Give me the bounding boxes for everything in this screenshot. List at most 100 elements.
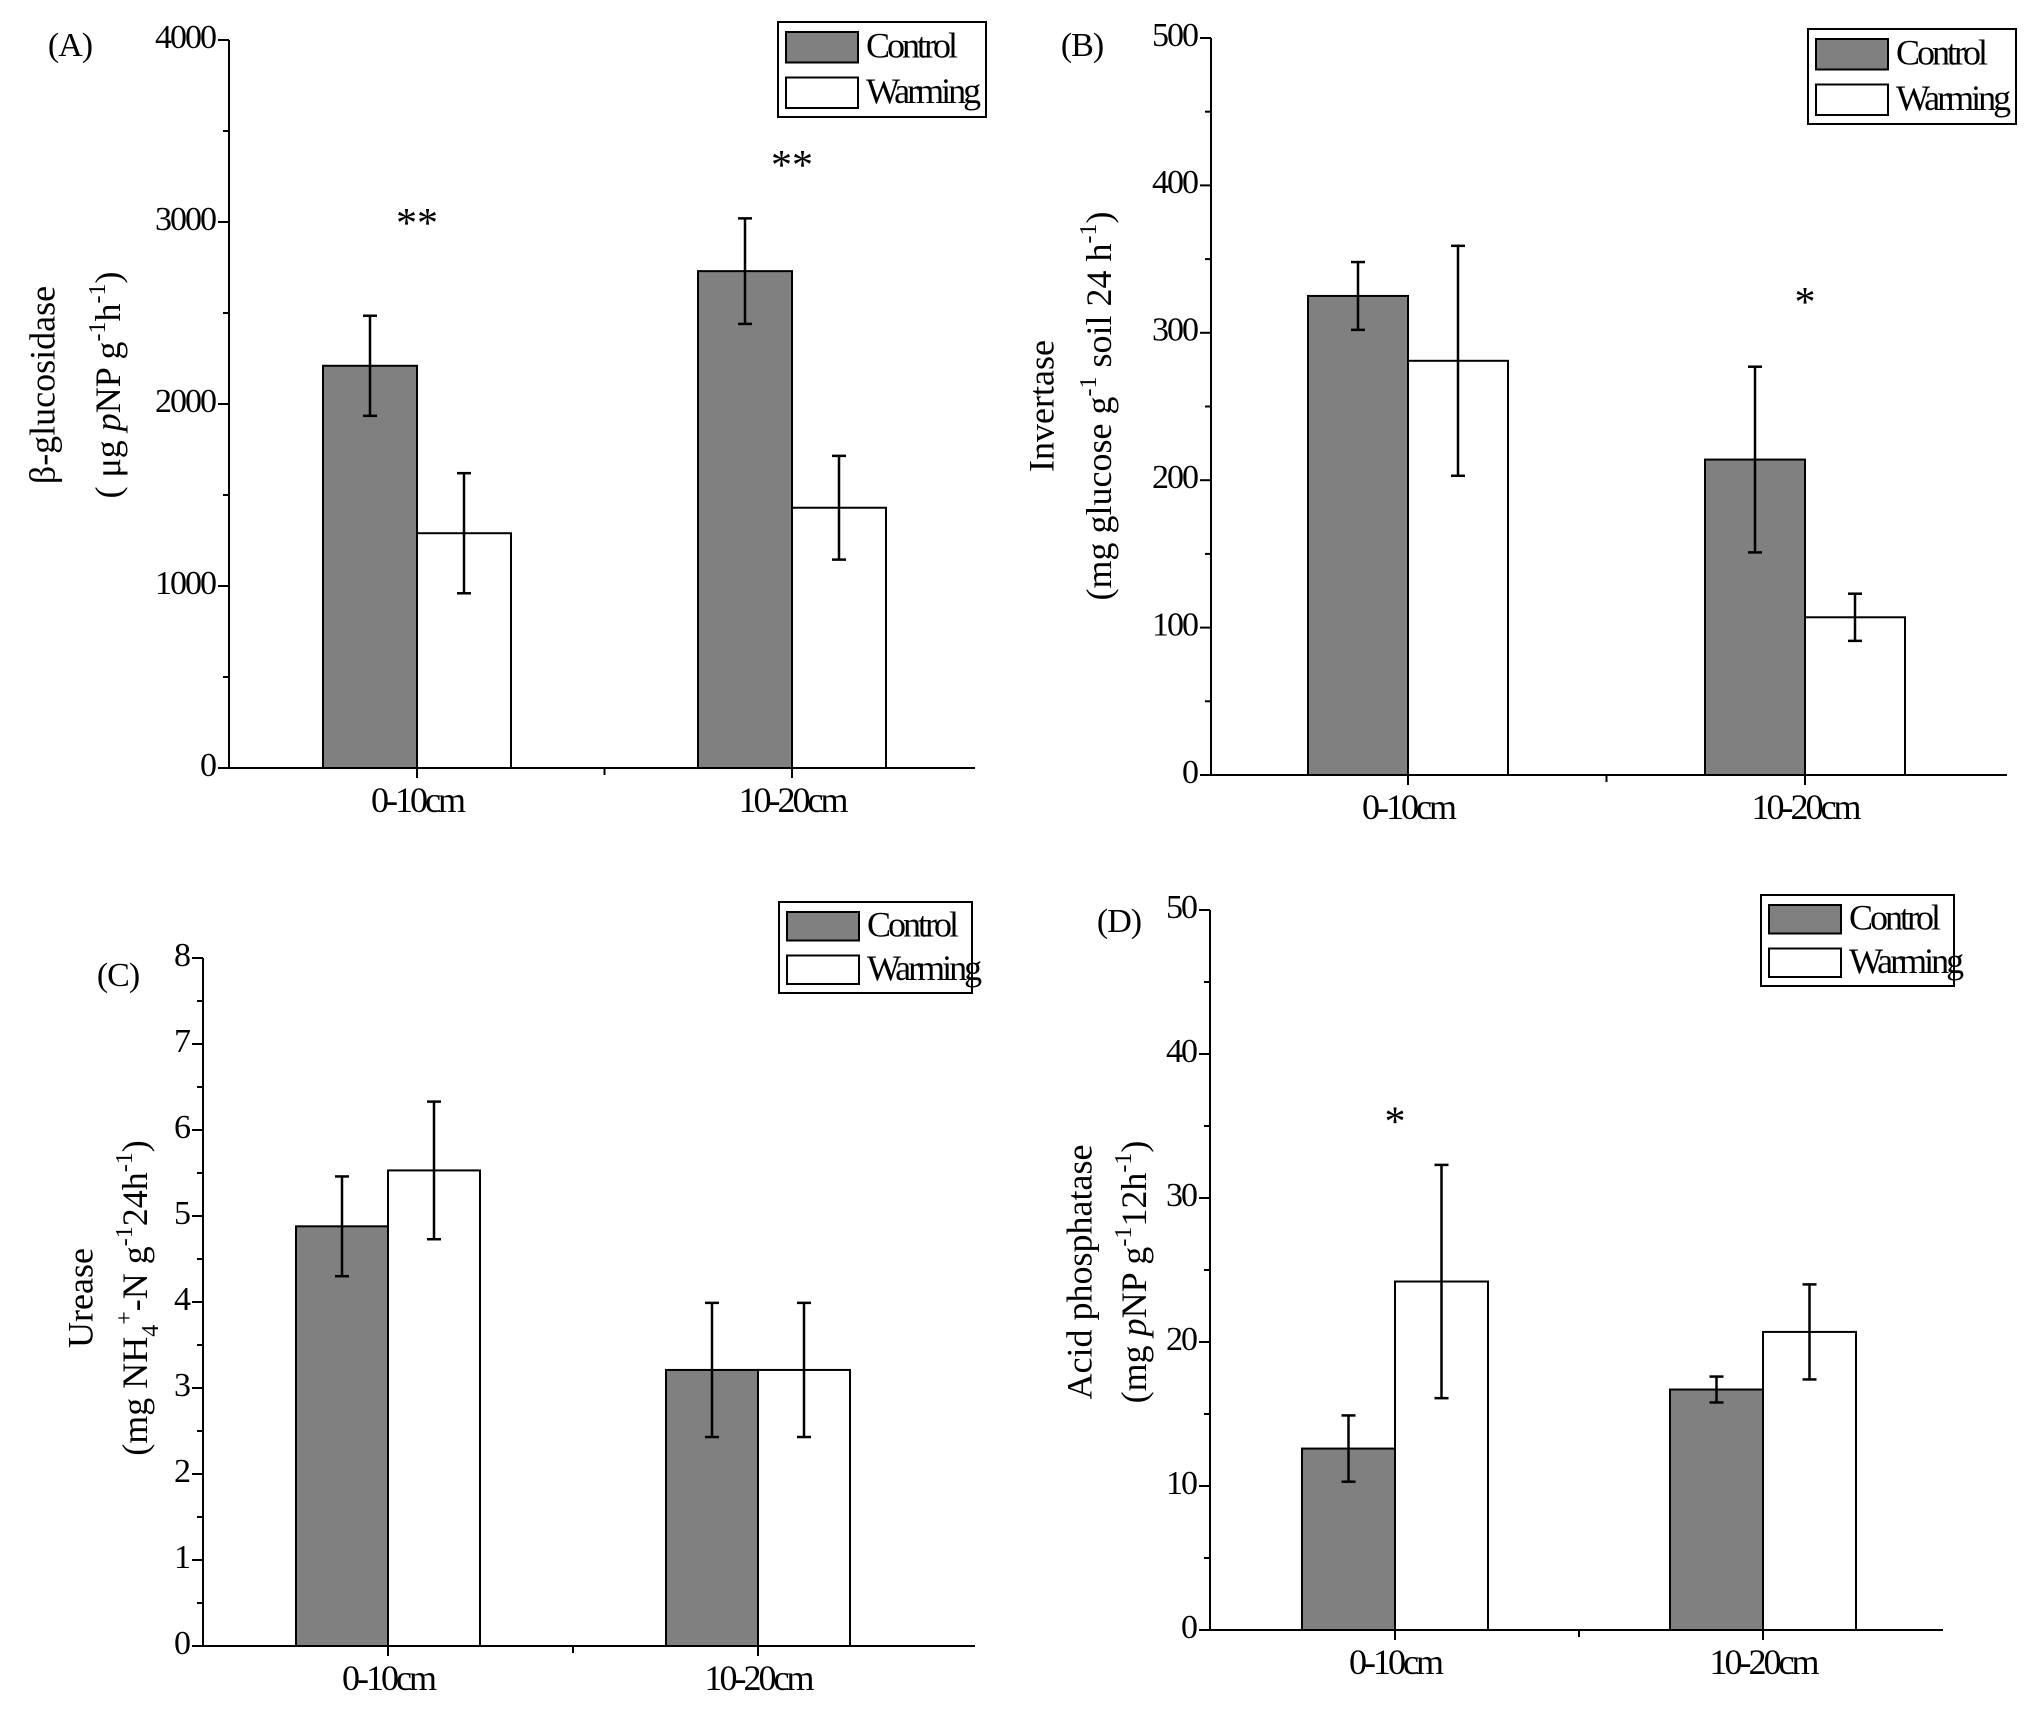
y-axis-title-line2: (mg pNP g-112h-1): [1111, 1141, 1155, 1404]
panel-label: (C): [97, 957, 139, 994]
significance-marker: *: [1385, 1100, 1406, 1146]
y-tick-label: 30: [1166, 1177, 1197, 1214]
legend-swatch-control: [786, 911, 860, 942]
legend: Control Warming: [777, 21, 987, 118]
y-tick-label: 10: [1166, 1465, 1197, 1502]
y-axis-title-part: 4: [138, 1325, 164, 1337]
error-bar-control-0-10cm: [1341, 1414, 1356, 1483]
legend-label-control: Control: [867, 905, 959, 945]
x-tick-label: 0-10cm: [342, 1658, 437, 1698]
panel-label: (D): [1097, 903, 1141, 940]
error-bar-control-0-10cm: [335, 1175, 349, 1278]
y-axis-title-part: (mg: [1114, 1336, 1154, 1403]
error-bar-warming-10-20cm: [1802, 1283, 1817, 1381]
x-tick-label: 10-20cm: [1710, 1642, 1820, 1682]
error-bar-warming-0-10cm: [457, 471, 471, 595]
significance-marker: **: [771, 143, 813, 189]
y-axis-title-part: +: [112, 1311, 138, 1325]
bar-warming-0-10cm: [387, 1169, 481, 1648]
y-axis-title-part: -N g: [115, 1246, 155, 1311]
error-bar-warming-10-20cm: [1848, 592, 1862, 643]
y-tick-label: 8: [174, 937, 190, 974]
legend-label-warming: Warming: [1849, 941, 1964, 981]
legend-swatch-warming: [1768, 947, 1842, 978]
legend-swatch-control: [1815, 38, 1889, 71]
error-bar-warming-0-10cm: [427, 1100, 441, 1241]
panel-label: (A): [48, 27, 92, 64]
y-axis-title-part: ): [1079, 212, 1119, 224]
legend-label-warming: Warming: [1896, 78, 2011, 118]
error-bar-control-0-10cm: [363, 314, 377, 418]
y-tick-label: 100: [1152, 606, 1198, 643]
x-tick-label: 10-20cm: [1752, 787, 1862, 827]
y-axis-title-line2: (mg glucose g-1 soil 24 h-1): [1076, 212, 1120, 601]
y-tick-label: 20: [1166, 1321, 1197, 1358]
y-tick-label: 1000: [155, 565, 216, 602]
error-bar-warming-0-10cm: [1451, 244, 1465, 478]
legend-swatch-warming: [786, 954, 860, 985]
legend-label-control: Control: [1849, 898, 1941, 938]
y-tick-label: 50: [1166, 889, 1197, 926]
y-axis-title-part: 12h: [1114, 1173, 1154, 1227]
legend-swatch-control: [1768, 904, 1842, 935]
bar-control-0-10cm: [295, 1225, 389, 1647]
y-axis-title-part: soil 24 h: [1079, 244, 1119, 377]
y-axis-title-part: p: [1114, 1318, 1154, 1339]
y-tick-label: 1: [174, 1539, 189, 1576]
y-axis-title-part: -1: [1111, 1153, 1137, 1173]
legend-label-control: Control: [866, 26, 958, 66]
chart-panel-4: (D) 0 10 20 30 40 50 0-10cm 10-20cm * ControlWarmi…: [1059, 889, 1967, 1682]
y-axis-title-part: (mg NH: [115, 1337, 155, 1456]
x-tick-label: 0-10cm: [1362, 787, 1457, 827]
x-tick-label: 0-10cm: [1349, 1642, 1444, 1682]
y-axis-title-part: 24h: [115, 1172, 155, 1226]
x-tick-label: 10-20cm: [739, 780, 849, 820]
legend-swatch-warming: [785, 76, 859, 109]
bar-warming-10-20cm: [1804, 616, 1906, 776]
error-bar-warming-10-20cm: [832, 454, 846, 561]
y-tick-label: 4000: [155, 19, 216, 56]
y-tick-label: 0: [1182, 754, 1198, 791]
error-bar-control-10-20cm: [705, 1301, 719, 1439]
bar-control-0-10cm: [322, 364, 418, 769]
y-axis-title-part: μg: [88, 431, 128, 477]
y-tick-label: 500: [1152, 17, 1198, 54]
y-tick-label: 7: [174, 1023, 191, 1060]
bar-control-0-10cm: [1307, 294, 1409, 776]
legend-label-warming: Warming: [866, 71, 981, 111]
y-axis-title-line2: (mg NH4+-N g-124h-1): [112, 1140, 164, 1456]
y-tick-label: 5: [174, 1195, 190, 1232]
y-tick-label: 3000: [155, 201, 216, 238]
chart-panel-1: (A) 0 1000 2000 3000 4000 0-10cm 10-20cm ** ** Con…: [22, 19, 987, 820]
y-axis-title-line1: Invertase: [1021, 340, 1061, 472]
y-axis-title-part: -1: [112, 1226, 138, 1246]
panel-label: (B): [1061, 27, 1103, 64]
y-axis-title-part: NP g: [88, 342, 128, 414]
y-tick-label: 0: [174, 1625, 190, 1662]
y-axis-title-part: -1: [1076, 224, 1102, 244]
y-axis-title-part: -1: [1076, 377, 1102, 397]
y-axis-title-part: ): [115, 1140, 155, 1152]
significance-marker: *: [1795, 280, 1816, 326]
x-tick-label: 10-20cm: [705, 1658, 815, 1698]
error-bar-control-10-20cm: [1709, 1375, 1724, 1404]
y-axis-title-part: -1: [85, 322, 111, 342]
legend-swatch-control: [785, 31, 859, 64]
legend-label-warming: Warming: [867, 948, 982, 988]
y-tick-label: 3: [174, 1367, 190, 1404]
bar-control-10-20cm: [697, 270, 793, 769]
y-axis-title-line1: Acid phosphatase: [1059, 1145, 1099, 1400]
error-bar-control-10-20cm: [738, 217, 752, 326]
y-tick-label: 400: [1152, 164, 1198, 201]
error-bar-warming-0-10cm: [1434, 1163, 1449, 1400]
y-tick-label: 4: [174, 1281, 191, 1318]
y-axis-title-part: ): [88, 272, 128, 284]
y-tick-label: 300: [1152, 312, 1198, 349]
chart-panel-2: (B) 0 100 200 300 400 500 0-10cm 10-20cm * Control…: [1021, 17, 2017, 827]
y-axis-title-line1: β-glucosidase: [22, 286, 62, 484]
y-tick-label: 40: [1166, 1033, 1197, 1070]
